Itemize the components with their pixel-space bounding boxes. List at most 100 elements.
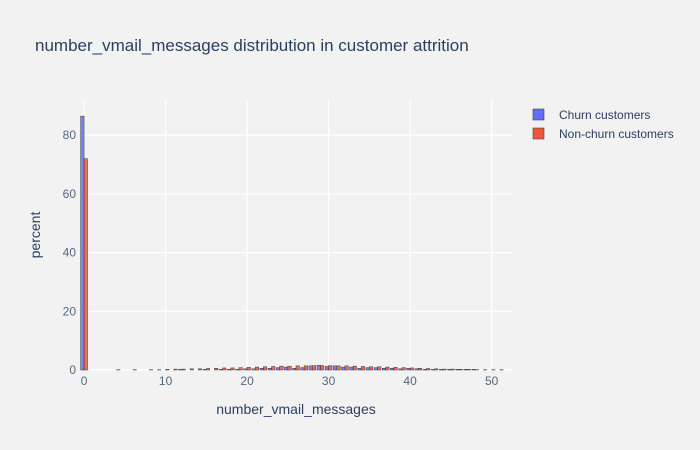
bar-non-churn-27[interactable] <box>303 365 308 371</box>
bar-non-churn-30[interactable] <box>328 365 333 371</box>
bar-non-churn-11[interactable] <box>173 368 178 371</box>
bar-churn-18[interactable] <box>227 369 232 371</box>
bar-churn-23[interactable] <box>267 367 272 371</box>
bar-non-churn-35[interactable] <box>369 366 374 371</box>
bar-non-churn-23[interactable] <box>271 366 276 371</box>
bar-churn-39[interactable] <box>398 368 403 371</box>
bar-churn-22[interactable] <box>259 367 264 371</box>
bar-churn-38[interactable] <box>390 367 395 371</box>
bar-churn-35[interactable] <box>365 367 370 371</box>
bar-churn-27[interactable] <box>300 367 305 371</box>
y-tick-label: 40 <box>63 246 77 260</box>
legend[interactable]: Churn customers Non-churn customers <box>532 108 674 141</box>
bar-non-churn-41[interactable] <box>418 367 422 371</box>
bar-churn-41[interactable] <box>414 368 419 371</box>
chart-title: number_vmail_messages distribution in cu… <box>35 36 469 55</box>
bar-non-churn-45[interactable] <box>450 368 455 371</box>
bar-churn-48[interactable] <box>471 369 476 371</box>
x-axis-ticks: 0 10 20 30 40 50 <box>81 374 499 388</box>
bar-non-churn-37[interactable] <box>385 366 390 371</box>
x-tick-label: 40 <box>403 374 417 388</box>
bar-churn-24[interactable] <box>276 367 280 371</box>
bar-churn-36[interactable] <box>373 367 378 371</box>
legend-swatch-non-churn <box>532 127 545 140</box>
bar-non-churn-46[interactable] <box>458 369 463 371</box>
bar-non-churn-44[interactable] <box>442 368 447 371</box>
bar-churn-47[interactable] <box>463 369 468 371</box>
bar-non-churn-34[interactable] <box>360 366 365 371</box>
x-tick-label: 20 <box>240 374 254 388</box>
bar-non-churn-15[interactable] <box>206 368 211 371</box>
bar-non-churn-31[interactable] <box>336 365 341 371</box>
bar-churn-26[interactable] <box>292 367 297 371</box>
bar-non-churn-21[interactable] <box>255 366 259 371</box>
x-tick-label: 30 <box>322 374 336 388</box>
bar-churn-32[interactable] <box>341 366 346 371</box>
bar-non-churn-47[interactable] <box>466 369 471 371</box>
bar-churn-31[interactable] <box>333 365 337 371</box>
bar-churn-46[interactable] <box>455 369 460 371</box>
bar-non-churn-16[interactable] <box>214 367 219 371</box>
x-axis-title: number_vmail_messages <box>216 401 376 417</box>
bar-non-churn-19[interactable] <box>238 367 243 371</box>
plot-area <box>80 100 512 370</box>
bar-non-churn-36[interactable] <box>377 366 382 371</box>
y-axis-title: percent <box>27 212 43 259</box>
legend-swatch-churn <box>532 108 545 121</box>
bar-churn-15[interactable] <box>202 369 207 371</box>
bar-churn-28[interactable] <box>308 365 313 371</box>
bar-churn-17[interactable] <box>218 369 223 371</box>
x-tick-label: 10 <box>159 374 173 388</box>
x-tick-label: 50 <box>485 374 499 388</box>
legend-item-non-churn[interactable]: Non-churn customers <box>532 127 674 141</box>
bar-non-churn-33[interactable] <box>352 365 357 371</box>
y-tick-label: 0 <box>69 363 76 377</box>
bar-non-churn-0[interactable] <box>83 158 88 371</box>
bar-non-churn-10[interactable] <box>165 369 170 371</box>
bar-non-churn-38[interactable] <box>393 367 398 371</box>
bar-churn-43[interactable] <box>430 369 435 371</box>
y-tick-label: 80 <box>63 128 77 142</box>
bar-non-churn-22[interactable] <box>263 366 268 371</box>
bar-churn-21[interactable] <box>251 368 256 371</box>
bar-churn-42[interactable] <box>422 369 427 371</box>
bar-churn-33[interactable] <box>349 366 354 371</box>
bar-churn-25[interactable] <box>284 366 289 371</box>
bar-non-churn-40[interactable] <box>409 367 414 371</box>
bar-non-churn-28[interactable] <box>312 365 316 371</box>
bar-non-churn-17[interactable] <box>222 367 227 371</box>
legend-item-churn[interactable]: Churn customers <box>532 108 650 122</box>
bar-churn-45[interactable] <box>447 369 452 371</box>
bar-churn-12[interactable] <box>178 369 183 371</box>
y-tick-label: 20 <box>63 304 77 318</box>
bar-non-churn-14[interactable] <box>197 368 202 371</box>
bar-churn-37[interactable] <box>381 367 386 371</box>
x-tick-label: 0 <box>81 374 88 388</box>
bar-churn-0[interactable] <box>80 115 85 371</box>
bar-non-churn-42[interactable] <box>426 368 431 371</box>
bar-non-churn-25[interactable] <box>287 365 292 371</box>
legend-label-churn: Churn customers <box>559 108 650 122</box>
bar-churn-40[interactable] <box>406 367 411 371</box>
bar-non-churn-13[interactable] <box>189 368 194 371</box>
bar-non-churn-32[interactable] <box>344 365 349 371</box>
bar-non-churn-20[interactable] <box>246 367 251 371</box>
y-tick-label: 60 <box>63 187 77 201</box>
bar-churn-44[interactable] <box>439 369 443 371</box>
bar-churn-20[interactable] <box>243 368 248 371</box>
bar-non-churn-24[interactable] <box>279 365 284 371</box>
bar-non-churn-26[interactable] <box>295 365 300 371</box>
bar-churn-29[interactable] <box>316 365 321 371</box>
legend-label-non-churn: Non-churn customers <box>559 127 674 141</box>
bar-churn-34[interactable] <box>357 367 362 371</box>
bars <box>80 115 504 371</box>
bar-non-churn-18[interactable] <box>230 367 235 371</box>
bar-non-churn-43[interactable] <box>434 368 439 371</box>
bar-non-churn-29[interactable] <box>320 365 325 371</box>
bar-churn-19[interactable] <box>235 369 240 371</box>
bar-non-churn-12[interactable] <box>181 368 186 371</box>
y-axis-ticks: 0 20 40 60 80 <box>63 128 77 377</box>
bar-non-churn-39[interactable] <box>401 367 406 371</box>
bar-churn-30[interactable] <box>324 366 329 371</box>
